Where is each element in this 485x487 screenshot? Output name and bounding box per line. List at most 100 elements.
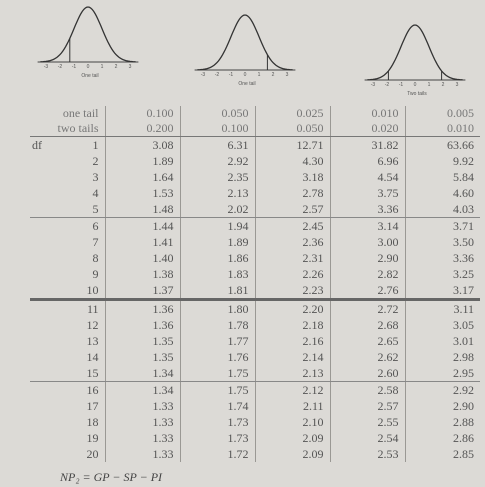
critical-value: 1.36: [105, 317, 180, 333]
critical-value: 2.62: [330, 349, 405, 365]
critical-value: 1.72: [180, 446, 255, 462]
critical-value: 3.14: [330, 218, 405, 235]
df-cell: 5: [30, 201, 105, 218]
header-label: one tail: [30, 106, 105, 121]
critical-value: 1.33: [105, 414, 180, 430]
axis-label: -1: [72, 64, 77, 70]
critical-value: 63.66: [405, 137, 480, 154]
critical-value: 2.60: [330, 365, 405, 382]
critical-value: 2.85: [405, 446, 480, 462]
header-alpha: 0.005: [405, 106, 480, 121]
df-cell: 17: [30, 398, 105, 414]
bell-curve: [197, 15, 292, 70]
bell-curve: [367, 25, 462, 80]
critical-value: 2.16: [255, 333, 330, 349]
axis-label: 0: [414, 82, 417, 88]
df-cell: 4: [30, 185, 105, 201]
critical-value: 1.80: [180, 300, 255, 318]
critical-value: 2.13: [255, 365, 330, 382]
critical-value: 2.78: [255, 185, 330, 201]
critical-value: 1.33: [105, 430, 180, 446]
critical-value: 3.00: [330, 234, 405, 250]
critical-value: 2.45: [255, 218, 330, 235]
df-cell: 9: [30, 266, 105, 282]
axis-label: -2: [385, 82, 390, 88]
critical-value: 1.73: [180, 430, 255, 446]
axis-label: 2: [272, 72, 275, 78]
axis-label: -3: [44, 64, 49, 70]
df-cell: 15: [30, 365, 105, 382]
df-cell: 20: [30, 446, 105, 462]
critical-value: 1.94: [180, 218, 255, 235]
header-alpha: 0.100: [105, 106, 180, 121]
critical-value: 1.35: [105, 333, 180, 349]
df-cell: 14: [30, 349, 105, 365]
axis-label: 3: [129, 64, 132, 70]
critical-value: 2.36: [255, 234, 330, 250]
footer-formula: NP₂ = GP − SP − PI: [60, 470, 162, 485]
critical-value: 2.86: [405, 430, 480, 446]
critical-value: 1.37: [105, 282, 180, 300]
critical-value: 1.83: [180, 266, 255, 282]
axis-label: -2: [58, 64, 63, 70]
critical-value: 6.96: [330, 153, 405, 169]
critical-value: 2.23: [255, 282, 330, 300]
critical-value: 1.78: [180, 317, 255, 333]
df-label: df: [32, 137, 42, 153]
axis-label: 1: [258, 72, 261, 78]
critical-value: 2.53: [330, 446, 405, 462]
critical-value: 1.74: [180, 398, 255, 414]
bell-curve: [40, 7, 135, 62]
critical-value: 3.36: [405, 250, 480, 266]
axis-label: -1: [229, 72, 234, 78]
critical-value: 1.76: [180, 349, 255, 365]
critical-value: 3.18: [255, 169, 330, 185]
critical-value: 2.09: [255, 430, 330, 446]
critical-value: 1.64: [105, 169, 180, 185]
critical-value: 1.75: [180, 365, 255, 382]
critical-value: 1.35: [105, 349, 180, 365]
critical-value: 1.53: [105, 185, 180, 201]
curve-caption: One tail: [81, 73, 98, 79]
critical-value: 12.71: [255, 137, 330, 154]
axis-label: 0: [244, 72, 247, 78]
df-cell: 3: [30, 169, 105, 185]
critical-value: 1.41: [105, 234, 180, 250]
critical-value: 3.05: [405, 317, 480, 333]
critical-value: 1.77: [180, 333, 255, 349]
critical-value: 1.89: [180, 234, 255, 250]
critical-value: 1.34: [105, 382, 180, 399]
critical-value: 2.11: [255, 398, 330, 414]
critical-value: 5.84: [405, 169, 480, 185]
df-cell: 12: [30, 317, 105, 333]
critical-value: 2.57: [330, 398, 405, 414]
axis-label: 2: [115, 64, 118, 70]
critical-value: 2.88: [405, 414, 480, 430]
df-cell: 18: [30, 414, 105, 430]
critical-value: 1.40: [105, 250, 180, 266]
critical-value: 2.76: [330, 282, 405, 300]
critical-value: 4.30: [255, 153, 330, 169]
critical-value: 3.71: [405, 218, 480, 235]
critical-value: 2.18: [255, 317, 330, 333]
critical-value: 4.03: [405, 201, 480, 218]
critical-value: 2.90: [330, 250, 405, 266]
critical-value: 2.10: [255, 414, 330, 430]
critical-value: 2.95: [405, 365, 480, 382]
curve-caption: One tail: [238, 81, 255, 87]
